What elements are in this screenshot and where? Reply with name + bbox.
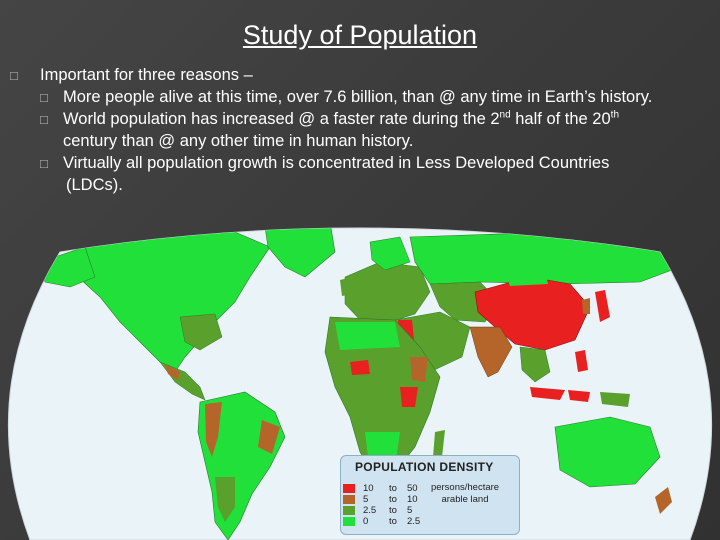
bullet-marker: □ (40, 156, 48, 171)
legend-to: 10 (407, 494, 418, 505)
ethiopia (410, 357, 428, 382)
legend-from: 10 (363, 483, 374, 494)
sub-bullet-text: century than @ any other time in human h… (63, 132, 414, 150)
sa-andes (205, 402, 222, 457)
indonesia-1 (530, 387, 565, 400)
greenland (264, 228, 336, 278)
legend-to: 2.5 (407, 516, 421, 527)
legend-unit-line-2: arable land (441, 494, 489, 505)
map-graphic (7, 227, 713, 540)
legend-to-word: to (389, 516, 397, 527)
main-bullet: □ Important for three reasons – (10, 64, 715, 86)
sub-bullet-text: half of the 20 (510, 110, 611, 128)
superscript: nd (499, 109, 511, 121)
legend-unit-line-1: persons/hectare (430, 482, 500, 493)
sub-bullet-2: □ World population has increased @ a fas… (10, 108, 715, 152)
southeast-asia (519, 346, 551, 383)
legend-swatch-light-green (343, 517, 355, 526)
sub-bullet-text: Virtually all population growth is conce… (63, 154, 610, 172)
sub-bullet-text: (LDCs). (66, 176, 123, 194)
legend-to-word: to (389, 494, 397, 505)
legend-swatch-brown (343, 495, 355, 504)
us-east (179, 313, 223, 351)
philippines (575, 350, 588, 372)
mexico-central (165, 364, 180, 380)
korea (582, 298, 590, 314)
main-bullet-text: Important for three reasons – (40, 66, 253, 84)
legend-title: POPULATION DENSITY (355, 460, 494, 474)
sa-south (215, 477, 235, 522)
slide-title: Study of Population (242, 20, 478, 50)
scandinavia (369, 236, 411, 271)
bullet-marker: □ (40, 112, 48, 127)
legend-to-word: to (389, 505, 397, 516)
bullet-marker: □ (40, 90, 48, 105)
nigeria (350, 360, 370, 375)
legend-from: 2.5 (363, 505, 377, 516)
legend-from: 5 (363, 494, 369, 505)
north-america (77, 228, 271, 373)
japan (595, 290, 610, 322)
superscript: th (610, 109, 620, 121)
legend-units: persons/hectare arable land (419, 482, 511, 506)
sub-bullet-text: World population has increased @ a faste… (63, 110, 500, 128)
legend-swatch-dark-green (343, 506, 355, 515)
new-guinea (600, 392, 630, 407)
legend-swatch-red (343, 484, 355, 493)
legend-to: 50 (407, 483, 418, 494)
sa-brazil-east (258, 420, 280, 454)
legend-from: 0 (363, 516, 369, 527)
madagascar (433, 430, 445, 457)
bullet-marker: □ (10, 68, 18, 83)
population-density-legend: POPULATION DENSITY 10 to 50 5 to 10 2.5 … (340, 455, 520, 535)
mongolia (505, 270, 548, 286)
legend-to-word: to (389, 483, 397, 494)
east-africa (400, 387, 418, 407)
uk (340, 277, 354, 296)
sub-bullet-3: □ Virtually all population growth is con… (10, 152, 715, 196)
legend-to: 5 (407, 505, 413, 516)
china (474, 276, 591, 351)
bullet-list: □ Important for three reasons – □ More p… (10, 64, 715, 196)
sub-bullet-text: More people alive at this time, over 7.6… (63, 88, 653, 106)
world-population-map (0, 222, 720, 540)
australia (554, 416, 661, 488)
new-zealand (655, 487, 672, 514)
india (469, 326, 513, 378)
sahara (335, 322, 400, 350)
sub-bullet-1: □ More people alive at this time, over 7… (10, 86, 715, 108)
indonesia-2 (568, 390, 590, 402)
